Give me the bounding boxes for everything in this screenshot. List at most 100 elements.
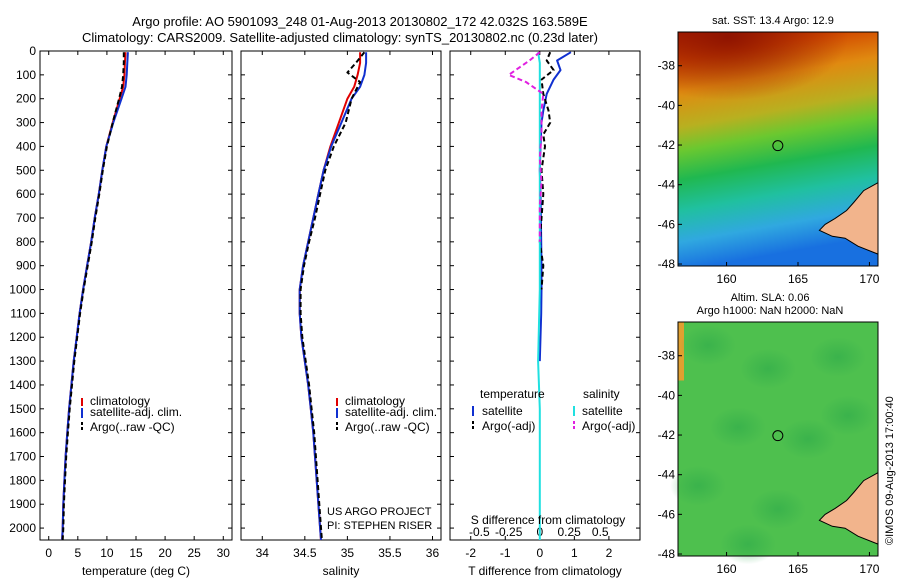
lon-tick-label: 165 bbox=[788, 272, 808, 286]
lat-tick-label: -40 bbox=[658, 98, 676, 112]
map-frame bbox=[677, 321, 879, 557]
lon-tick-label: 170 bbox=[859, 562, 879, 576]
depth-tick-label: 700 bbox=[16, 211, 36, 225]
sla-eddy bbox=[820, 395, 876, 436]
sla-map-title-2: Argo h1000: NaN h2000: NaN bbox=[697, 305, 844, 317]
legend-label: climatology bbox=[90, 394, 150, 408]
lat-tick-label: -48 bbox=[658, 257, 676, 271]
lat-tick-label: -46 bbox=[658, 217, 676, 231]
depth-tick-label: 1600 bbox=[9, 426, 36, 440]
top-tick-label: -0.25 bbox=[495, 525, 523, 539]
x-tick-label: 36 bbox=[426, 546, 440, 560]
warm-water-patch bbox=[678, 32, 878, 138]
sla-eddy bbox=[810, 337, 866, 378]
sla-eddy bbox=[750, 489, 806, 530]
legend-label: Argo(-adj) bbox=[482, 419, 535, 433]
x-tick-label: 35.5 bbox=[378, 546, 402, 560]
top-tick-label: -0.5 bbox=[469, 525, 490, 539]
series-line bbox=[61, 52, 129, 541]
depth-tick-label: 100 bbox=[16, 68, 36, 82]
legend-label: satellite bbox=[482, 404, 523, 418]
salinity-legend: climatology satellite-adj. clim. Argo(..… bbox=[336, 394, 437, 434]
legend-label: Argo(-adj) bbox=[582, 419, 635, 433]
series-line bbox=[299, 51, 366, 541]
s-difference-label: S difference from climatology bbox=[471, 513, 626, 527]
pi-annotation: PI: STEPHEN RISER bbox=[327, 520, 432, 532]
depth-tick-label: 0 bbox=[29, 44, 36, 58]
lon-tick-label: 170 bbox=[859, 272, 879, 286]
x-axis-label: temperature (deg C) bbox=[82, 564, 190, 578]
imos-credit: ©IMOS 09-Aug-2013 17:00:40 bbox=[884, 396, 896, 545]
lat-tick-label: -42 bbox=[658, 138, 676, 152]
depth-tick-label: 1100 bbox=[10, 306, 36, 320]
x-tick-label: 10 bbox=[100, 546, 114, 560]
x-tick-label: -2 bbox=[465, 546, 476, 560]
x-tick-label: 0 bbox=[536, 546, 543, 560]
legend-label: satellite bbox=[582, 404, 623, 418]
sst-map-title: sat. SST: 13.4 Argo: 12.9 bbox=[712, 15, 834, 27]
argo-location-marker bbox=[772, 140, 784, 152]
map-frame bbox=[677, 31, 879, 267]
temperature-legend: climatology satellite-adj. clim. Argo(..… bbox=[81, 394, 182, 434]
depth-tick-label: 2000 bbox=[9, 521, 36, 535]
temperature-panel: 0100200300400500600700800900100011001200… bbox=[9, 44, 233, 578]
legend-label: Argo(..raw -QC) bbox=[90, 420, 175, 434]
depth-tick-label: 200 bbox=[16, 92, 36, 106]
x-tick-label: 34.5 bbox=[293, 546, 317, 560]
depth-tick-label: 1700 bbox=[9, 450, 36, 464]
lat-tick-label: -38 bbox=[658, 59, 676, 73]
lat-tick-label: -40 bbox=[658, 388, 676, 402]
legend-label: satellite-adj. clim. bbox=[90, 405, 182, 419]
x-tick-label: 20 bbox=[158, 546, 172, 560]
difference-panel: -2 -1 0 1 2-0.5 -0.25 0 0.25 0.5T difference fro… bbox=[449, 50, 641, 578]
argo-location-marker bbox=[772, 430, 784, 442]
sla-map-title-1: Altim. SLA: 0.06 bbox=[731, 292, 810, 304]
legend-label: satellite-adj. clim. bbox=[345, 405, 437, 419]
lat-tick-label: -44 bbox=[658, 468, 676, 482]
series-line bbox=[507, 51, 545, 242]
top-tick-label: 0.25 bbox=[558, 525, 582, 539]
lon-tick-label: 165 bbox=[788, 562, 808, 576]
x-tick-label: 25 bbox=[188, 546, 202, 560]
sla-eddy bbox=[740, 348, 796, 389]
top-tick-label: 0.5 bbox=[592, 525, 609, 539]
x-tick-label: 5 bbox=[74, 546, 81, 560]
salinity-panel: 34 34.5 35 35.5 36 salinity bbox=[240, 50, 442, 578]
depth-tick-label: 1200 bbox=[9, 330, 36, 344]
x-axis-label: salinity bbox=[323, 564, 360, 578]
title-line-1: Argo profile: AO 5901093_248 01-Aug-2013… bbox=[132, 14, 588, 29]
x-tick-label: 2 bbox=[606, 546, 613, 560]
project-annotation: US ARGO PROJECT bbox=[327, 506, 432, 518]
depth-tick-label: 600 bbox=[16, 187, 36, 201]
x-axis-label: T difference from climatology bbox=[468, 564, 622, 578]
legend-heading-temperature: temperature bbox=[480, 387, 545, 401]
title-line-2: Climatology: CARS2009. Satellite-adjuste… bbox=[82, 30, 598, 45]
x-tick-label: 35 bbox=[341, 546, 355, 560]
sla-map: -38 -40 -42 -44 -46 -48 160 165 170 bbox=[658, 321, 880, 576]
lat-tick-label: -44 bbox=[658, 178, 676, 192]
depth-tick-label: 1000 bbox=[9, 283, 36, 297]
depth-tick-label: 1900 bbox=[9, 497, 36, 511]
lat-tick-label: -42 bbox=[658, 428, 676, 442]
sla-eddy bbox=[780, 419, 836, 459]
difference-legend: temperature satellite Argo(-adj) salinit… bbox=[472, 387, 635, 433]
sla-eddy bbox=[710, 407, 766, 448]
depth-tick-label: 1400 bbox=[9, 378, 36, 392]
depth-tick-label: 400 bbox=[16, 139, 36, 153]
sla-eddy bbox=[670, 465, 726, 506]
lat-tick-label: -48 bbox=[658, 547, 676, 561]
depth-tick-label: 1500 bbox=[9, 402, 36, 416]
x-tick-label: 30 bbox=[217, 546, 231, 560]
x-tick-label: 1 bbox=[571, 546, 578, 560]
series-line bbox=[61, 52, 125, 541]
lon-tick-label: 160 bbox=[717, 272, 737, 286]
x-tick-label: 0 bbox=[45, 546, 52, 560]
legend-heading-salinity: salinity bbox=[583, 387, 620, 401]
x-tick-label: 34 bbox=[256, 546, 270, 560]
lon-tick-label: 160 bbox=[717, 562, 737, 576]
plot-frame bbox=[39, 50, 233, 541]
depth-tick-label: 1300 bbox=[9, 354, 36, 368]
depth-tick-label: 500 bbox=[16, 163, 36, 177]
lat-tick-label: -38 bbox=[658, 349, 676, 363]
